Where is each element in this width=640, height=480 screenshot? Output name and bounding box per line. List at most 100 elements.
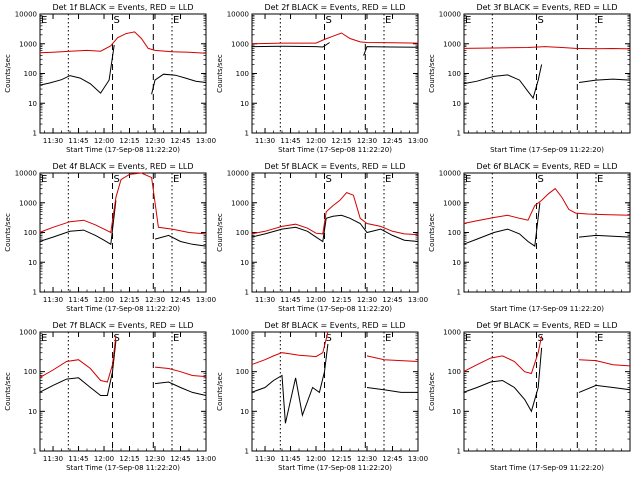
- y-tick-label: 10: [28, 408, 37, 416]
- time-marker-label: E: [385, 174, 391, 185]
- x-tick-label: 12:00: [306, 296, 326, 304]
- plot-frame: [251, 172, 419, 293]
- time-marker-label: S: [326, 15, 332, 26]
- x-tick-label: 13:00: [408, 137, 428, 145]
- panel-4: Det 4f BLACK = Events, RED = LLD 1 10 100 10…: [4, 162, 216, 313]
- y-axis-label: Counts/sec: [216, 213, 224, 252]
- y-tick-label: 10: [28, 100, 37, 108]
- panel-title: Det 2f BLACK = Events, RED = LLD: [264, 3, 405, 12]
- y-tick-label: 100: [236, 368, 249, 376]
- x-tick-label: 12:45: [382, 137, 402, 145]
- x-tick-label: 12:15: [331, 137, 351, 145]
- y-tick-label: 100: [448, 70, 461, 78]
- x-axis-label: Start Time (17-Sep-08 11:22:20): [66, 305, 180, 313]
- time-marker-label: S: [326, 333, 332, 344]
- events-series-line: [39, 45, 207, 95]
- y-tick-label: 1000: [231, 199, 249, 207]
- time-marker-label: E: [173, 333, 179, 344]
- panel-6: Det 6f BLACK = Events, RED = LLD 1 10 100 10…: [428, 162, 631, 313]
- lld-series-line: [251, 192, 419, 236]
- x-tick-label: 12:00: [306, 455, 326, 463]
- y-tick-label: 10: [240, 100, 249, 108]
- x-tick-label: 11:45: [280, 296, 300, 304]
- time-marker-label: E: [465, 174, 471, 185]
- events-series-line: [251, 214, 419, 243]
- panel-5: Det 5f BLACK = Events, RED = LLD 1 10 100 10…: [216, 162, 428, 313]
- y-tick-label: 1000: [231, 329, 249, 337]
- time-marker-label: S: [538, 15, 544, 26]
- x-tick-label: 12:45: [170, 296, 190, 304]
- x-tick-label: 12:30: [145, 296, 165, 304]
- x-tick-label: 12:15: [119, 455, 139, 463]
- y-tick-label: 1: [245, 448, 249, 456]
- y-tick-label: 10000: [439, 170, 461, 178]
- x-tick-label: 11:30: [43, 137, 63, 145]
- y-tick-label: 1: [245, 130, 249, 138]
- panel-title: Det 8f BLACK = Events, RED = LLD: [264, 321, 405, 330]
- lld-series-line: [251, 331, 419, 366]
- x-axis-label: Start Time (17-Sep-08 11:22:20): [278, 146, 392, 154]
- plot-frame: [251, 13, 419, 134]
- y-tick-label: 10: [240, 408, 249, 416]
- events-series-line: [463, 347, 631, 413]
- panel-3: Det 3f BLACK = Events, RED = LLD 1 10 100 10…: [428, 3, 631, 154]
- x-tick-label: 11:45: [280, 137, 300, 145]
- plot-frame: [463, 331, 631, 452]
- x-tick-label: 11:30: [43, 296, 63, 304]
- events-series-line: [251, 343, 418, 424]
- x-tick-label: 13:00: [196, 137, 216, 145]
- y-tick-label: 1000: [231, 40, 249, 48]
- x-tick-label: 12:30: [145, 137, 165, 145]
- time-marker-label: E: [597, 333, 603, 344]
- y-tick-label: 10000: [15, 170, 37, 178]
- x-tick-label: 12:30: [145, 455, 165, 463]
- panel-1: Det 1f BLACK = Events, RED = LLD 1 10 100 10…: [4, 3, 216, 154]
- y-tick-label: 100: [24, 368, 37, 376]
- x-axis-label: Start Time (17-Sep-08 11:22:20): [66, 146, 180, 154]
- y-tick-label: 1000: [19, 199, 37, 207]
- x-tick-label: 12:00: [94, 455, 114, 463]
- time-marker-label: E: [385, 333, 391, 344]
- y-tick-label: 10000: [227, 11, 249, 19]
- y-tick-label: 10000: [439, 11, 461, 19]
- lld-series-line: [463, 335, 631, 375]
- y-tick-label: 1000: [443, 199, 461, 207]
- x-axis-label: Start Time (17-Sep-09 11:22:20): [490, 305, 604, 313]
- y-axis-label: Counts/sec: [216, 372, 224, 411]
- y-axis-label: Counts/sec: [4, 54, 12, 93]
- plot-frame: [463, 13, 631, 134]
- x-axis-label: Start Time (17-Sep-09 11:22:20): [490, 146, 604, 154]
- x-tick-label: 12:00: [306, 137, 326, 145]
- panel-title: Det 4f BLACK = Events, RED = LLD: [52, 162, 193, 171]
- y-tick-label: 100: [236, 229, 249, 237]
- time-marker-label: E: [465, 15, 471, 26]
- y-tick-label: 100: [448, 368, 461, 376]
- x-tick-label: 12:15: [331, 296, 351, 304]
- time-marker-label: S: [114, 174, 120, 185]
- events-series-line: [463, 64, 631, 100]
- x-tick-label: 12:45: [382, 455, 402, 463]
- y-axis-label: Counts/sec: [4, 372, 12, 411]
- plot-frame: [39, 172, 207, 293]
- panel-8: Det 8f BLACK = Events, RED = LLD 1 10 100 10…: [216, 321, 428, 472]
- plot-frame: [39, 13, 207, 134]
- x-tick-label: 12:30: [357, 137, 377, 145]
- x-tick-label: 12:15: [119, 296, 139, 304]
- x-tick-label: 12:45: [170, 137, 190, 145]
- y-tick-label: 100: [448, 229, 461, 237]
- panel-title: Det 9f BLACK = Events, RED = LLD: [476, 321, 617, 330]
- x-tick-label: 11:45: [280, 455, 300, 463]
- y-axis-label: Counts/sec: [4, 213, 12, 252]
- x-tick-label: 11:45: [68, 455, 88, 463]
- time-marker-label: E: [173, 174, 179, 185]
- x-tick-label: 12:00: [94, 137, 114, 145]
- time-marker-label: E: [385, 15, 391, 26]
- x-tick-label: 11:45: [68, 296, 88, 304]
- panel-9: Det 9f BLACK = Events, RED = LLD 1 10 100 10…: [428, 321, 631, 472]
- x-tick-label: 12:00: [94, 296, 114, 304]
- y-tick-label: 1000: [19, 329, 37, 337]
- y-tick-label: 1: [33, 130, 37, 138]
- lld-series-line: [463, 187, 631, 224]
- x-tick-label: 11:30: [255, 455, 275, 463]
- x-tick-label: 11:30: [43, 455, 63, 463]
